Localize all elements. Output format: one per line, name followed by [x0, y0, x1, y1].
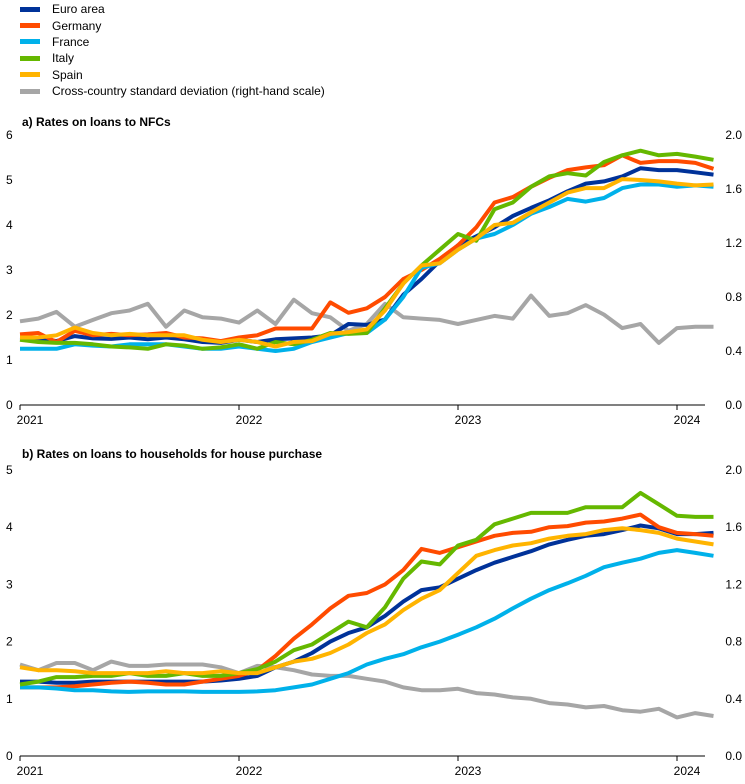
y2-tick-label: 1.2 — [725, 236, 742, 250]
y2-tick-label: 0.0 — [725, 398, 742, 412]
series-line-euro — [20, 523, 714, 685]
legend-swatch — [20, 39, 40, 45]
legend-label: Spain — [52, 67, 83, 82]
y-tick-label: 0 — [6, 398, 13, 412]
chart-panel: a) Rates on loans to NFCs 0 1 2 3 4 5 6 0.0 0.4 0.… — [6, 115, 742, 427]
legend-swatch — [20, 55, 40, 61]
y-tick-label: 2 — [6, 308, 13, 322]
x-tick-label: 2023 — [455, 764, 482, 778]
legend-item: Euro area — [20, 1, 325, 17]
y2-tick-label: 0.8 — [725, 635, 742, 649]
legend-label: Cross-country standard deviation (right-… — [52, 84, 325, 99]
chart-title: b) Rates on loans to households for hous… — [22, 447, 322, 461]
x-tick-label: 2021 — [17, 764, 44, 778]
chart-panel: b) Rates on loans to households for hous… — [6, 447, 742, 778]
series-line-spain — [19, 526, 714, 676]
y-tick-label: 5 — [6, 463, 13, 477]
chart-title: a) Rates on loans to NFCs — [22, 115, 171, 129]
legend-item: Germany — [20, 17, 325, 33]
legend-swatch — [20, 23, 40, 29]
x-tick-label: 2024 — [674, 413, 701, 427]
y2-tick-label: 1.6 — [725, 520, 742, 534]
legend-label: Italy — [52, 51, 75, 66]
series-line-italy — [19, 148, 714, 351]
y-tick-label: 2 — [6, 635, 13, 649]
y2-tick-label: 1.2 — [725, 577, 742, 591]
y-tick-label: 1 — [6, 692, 13, 706]
y-tick-label: 3 — [6, 577, 13, 591]
x-tick-label: 2024 — [674, 764, 701, 778]
y-tick-label: 4 — [6, 218, 13, 232]
series-line-spain — [20, 177, 714, 349]
legend-swatch — [20, 72, 40, 78]
legend-item: Spain — [20, 67, 325, 83]
legend-item: Italy — [20, 50, 325, 66]
legend-label: France — [52, 34, 90, 49]
legend-label: Euro area — [52, 2, 105, 17]
y2-tick-label: 0.4 — [725, 692, 742, 706]
series-line-euro — [19, 166, 714, 345]
series-line-cross-country — [19, 659, 714, 720]
x-tick-label: 2022 — [236, 413, 263, 427]
y2-tick-label: 0.8 — [725, 290, 742, 304]
series-line-germany — [20, 512, 714, 690]
y-tick-label: 6 — [6, 128, 13, 142]
x-tick-label: 2022 — [236, 764, 263, 778]
y-tick-label: 0 — [6, 749, 13, 763]
series-line-france — [20, 548, 714, 694]
y-tick-label: 4 — [6, 520, 13, 534]
x-tick-label: 2021 — [17, 413, 44, 427]
y2-tick-label: 2.0 — [725, 128, 742, 142]
legend-swatch — [20, 88, 40, 94]
y-tick-label: 5 — [6, 173, 13, 187]
y2-tick-label: 0.0 — [725, 749, 742, 763]
x-tick-label: 2023 — [455, 413, 482, 427]
legend-swatch — [20, 6, 40, 12]
legend-label: Germany — [52, 18, 102, 33]
y-tick-label: 3 — [6, 263, 13, 277]
y-tick-label: 1 — [6, 353, 13, 367]
legend-item: France — [20, 34, 325, 50]
y2-tick-label: 2.0 — [725, 463, 742, 477]
legend-item: Cross-country standard deviation (right-… — [20, 83, 325, 99]
y2-tick-label: 0.4 — [725, 344, 742, 358]
y2-tick-label: 1.6 — [725, 182, 742, 196]
legend: Euro area Germany France Italy Spain Cross-co… — [20, 1, 325, 99]
